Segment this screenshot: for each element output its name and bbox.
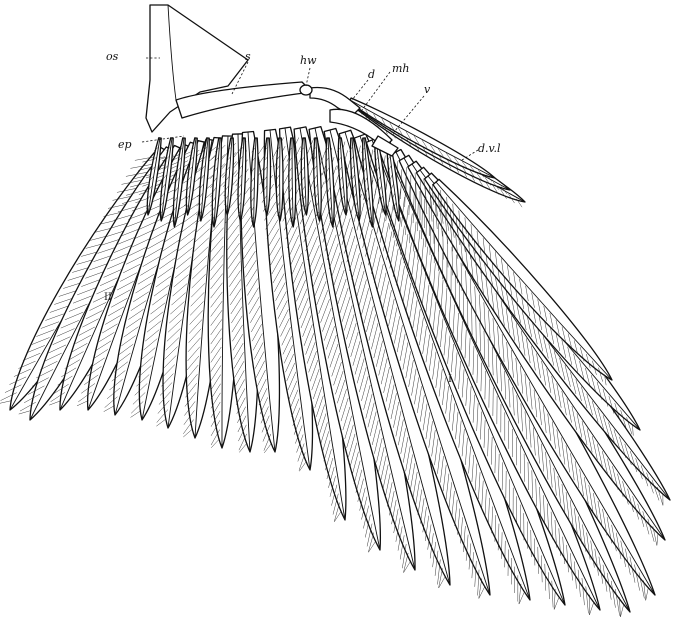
covert-feather bbox=[250, 137, 259, 228]
figure-labels: os s hw d mh v ep d.v.l II I bbox=[104, 50, 501, 385]
metacarpal bbox=[371, 135, 399, 157]
alula-feathers bbox=[348, 97, 526, 208]
primary-feather bbox=[319, 127, 451, 589]
covert-feathers bbox=[146, 137, 400, 228]
label-primaries: I bbox=[448, 374, 452, 385]
primary-feathers bbox=[255, 126, 671, 617]
label-leaders bbox=[141, 57, 479, 161]
label-ep: ep bbox=[118, 138, 132, 151]
covert-feather bbox=[300, 137, 310, 216]
covert-feather bbox=[224, 137, 235, 216]
label-s: s bbox=[245, 50, 251, 63]
primary-feather bbox=[336, 129, 491, 599]
covert-feather bbox=[349, 137, 361, 222]
covert-feather bbox=[262, 137, 272, 216]
alula-feather bbox=[348, 97, 496, 182]
covert-feather bbox=[211, 137, 222, 228]
covert-feather bbox=[337, 137, 348, 216]
covert-feather bbox=[312, 137, 322, 222]
label-hw: hw bbox=[300, 54, 317, 67]
covert-feather bbox=[185, 137, 198, 216]
wrist-joint bbox=[299, 84, 313, 96]
label-dvl: d.v.l bbox=[478, 142, 501, 155]
covert-feather bbox=[288, 137, 297, 228]
wing-skeleton bbox=[145, 4, 399, 157]
covert-feather bbox=[237, 137, 247, 222]
covert-feather bbox=[159, 137, 174, 222]
secondary-feathers bbox=[0, 130, 281, 454]
label-secondaries: II bbox=[104, 292, 112, 303]
covert-feather bbox=[275, 137, 284, 222]
label-v: v bbox=[424, 83, 431, 96]
label-os: os bbox=[106, 50, 119, 63]
label-mh: mh bbox=[392, 62, 410, 75]
covert-feather bbox=[324, 137, 335, 228]
covert-feather bbox=[198, 137, 210, 222]
covert-feather bbox=[361, 137, 374, 228]
primary-feather bbox=[432, 178, 613, 386]
covert-feather bbox=[172, 137, 186, 228]
label-d: d bbox=[368, 68, 375, 81]
covert-feather bbox=[146, 137, 162, 216]
primary-feather bbox=[398, 154, 656, 601]
